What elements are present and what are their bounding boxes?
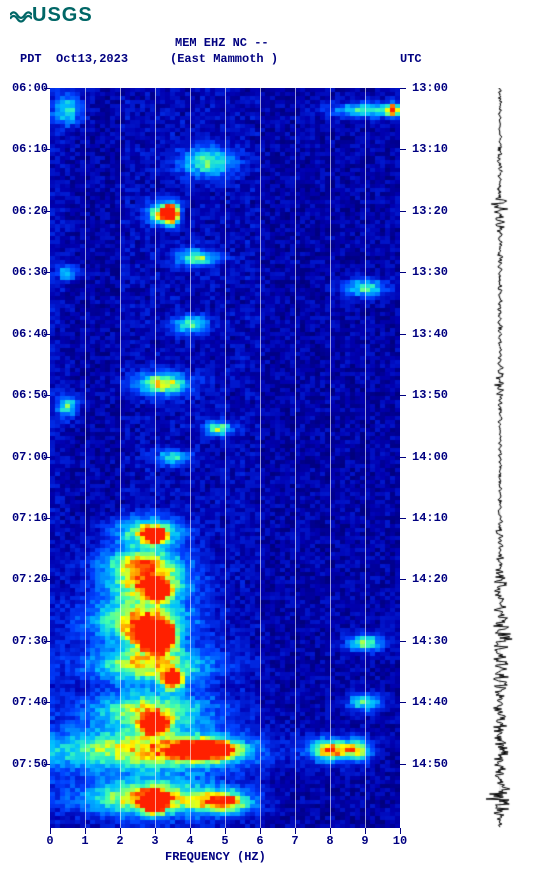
x-tick-label: 2 — [116, 834, 123, 848]
x-tick — [155, 828, 156, 834]
spectrogram-plot — [50, 88, 400, 828]
x-tick — [50, 828, 51, 834]
x-tick — [190, 828, 191, 834]
y-tick — [400, 702, 406, 703]
y-tick — [44, 272, 50, 273]
x-tick-label: 7 — [291, 834, 298, 848]
date: Oct13,2023 — [56, 52, 128, 66]
y-right-label: 13:40 — [412, 327, 448, 341]
gridline — [155, 88, 156, 828]
tz-left: PDT — [20, 52, 42, 66]
y-tick — [44, 395, 50, 396]
x-tick-label: 8 — [326, 834, 333, 848]
y-tick — [44, 334, 50, 335]
x-tick-label: 9 — [361, 834, 368, 848]
y-right-label: 13:20 — [412, 204, 448, 218]
y-tick — [44, 579, 50, 580]
x-tick-label: 10 — [393, 834, 407, 848]
x-tick — [295, 828, 296, 834]
usgs-logo-text: USGS — [32, 4, 93, 26]
y-left-label: 06:30 — [2, 265, 48, 279]
gridline — [190, 88, 191, 828]
gridline — [260, 88, 261, 828]
gridline — [85, 88, 86, 828]
x-tick — [225, 828, 226, 834]
y-right-label: 13:10 — [412, 142, 448, 156]
x-tick — [260, 828, 261, 834]
x-tick-label: 3 — [151, 834, 158, 848]
y-left-label: 06:00 — [2, 81, 48, 95]
gridline — [365, 88, 366, 828]
x-tick — [400, 828, 401, 834]
y-tick — [400, 764, 406, 765]
y-left-label: 07:40 — [2, 695, 48, 709]
x-tick — [120, 828, 121, 834]
y-tick — [44, 211, 50, 212]
usgs-logo: USGS — [10, 4, 93, 27]
y-left-label: 07:00 — [2, 450, 48, 464]
y-right-label: 14:10 — [412, 511, 448, 525]
y-right-label: 14:20 — [412, 572, 448, 586]
y-tick — [44, 641, 50, 642]
y-left-label: 06:40 — [2, 327, 48, 341]
y-left-label: 06:20 — [2, 204, 48, 218]
y-tick — [400, 579, 406, 580]
y-tick — [400, 518, 406, 519]
gridline — [330, 88, 331, 828]
usgs-wave-icon — [10, 9, 32, 23]
y-tick — [400, 334, 406, 335]
y-tick — [400, 211, 406, 212]
y-tick — [44, 764, 50, 765]
x-tick-label: 4 — [186, 834, 193, 848]
y-right-label: 14:50 — [412, 757, 448, 771]
y-tick — [44, 457, 50, 458]
y-tick — [400, 457, 406, 458]
header-left: PDT Oct13,2023 — [20, 52, 128, 66]
y-right-label: 14:00 — [412, 450, 448, 464]
y-tick — [400, 395, 406, 396]
y-right-label: 14:40 — [412, 695, 448, 709]
y-tick — [400, 272, 406, 273]
station-code: MEM EHZ NC -- — [175, 36, 269, 50]
y-left-label: 07:20 — [2, 572, 48, 586]
seismogram-canvas — [470, 88, 530, 828]
y-tick — [400, 88, 406, 89]
x-tick-label: 0 — [46, 834, 53, 848]
y-left-label: 06:10 — [2, 142, 48, 156]
y-tick — [44, 702, 50, 703]
gridline — [225, 88, 226, 828]
y-left-label: 07:50 — [2, 757, 48, 771]
y-right-label: 13:30 — [412, 265, 448, 279]
gridline — [120, 88, 121, 828]
x-tick — [85, 828, 86, 834]
y-tick — [44, 149, 50, 150]
x-tick-label: 5 — [221, 834, 228, 848]
gridline — [295, 88, 296, 828]
x-tick — [365, 828, 366, 834]
station-name: (East Mammoth ) — [170, 52, 278, 66]
y-left-label: 06:50 — [2, 388, 48, 402]
y-left-label: 07:30 — [2, 634, 48, 648]
xaxis-title: FREQUENCY (HZ) — [165, 850, 266, 864]
y-right-label: 13:50 — [412, 388, 448, 402]
seismogram-trace — [470, 88, 530, 828]
y-tick — [44, 88, 50, 89]
x-tick — [330, 828, 331, 834]
y-tick — [44, 518, 50, 519]
y-tick — [400, 149, 406, 150]
y-left-label: 07:10 — [2, 511, 48, 525]
y-tick — [400, 641, 406, 642]
y-right-label: 14:30 — [412, 634, 448, 648]
x-tick-label: 6 — [256, 834, 263, 848]
tz-right: UTC — [400, 52, 422, 66]
y-right-label: 13:00 — [412, 81, 448, 95]
x-tick-label: 1 — [81, 834, 88, 848]
